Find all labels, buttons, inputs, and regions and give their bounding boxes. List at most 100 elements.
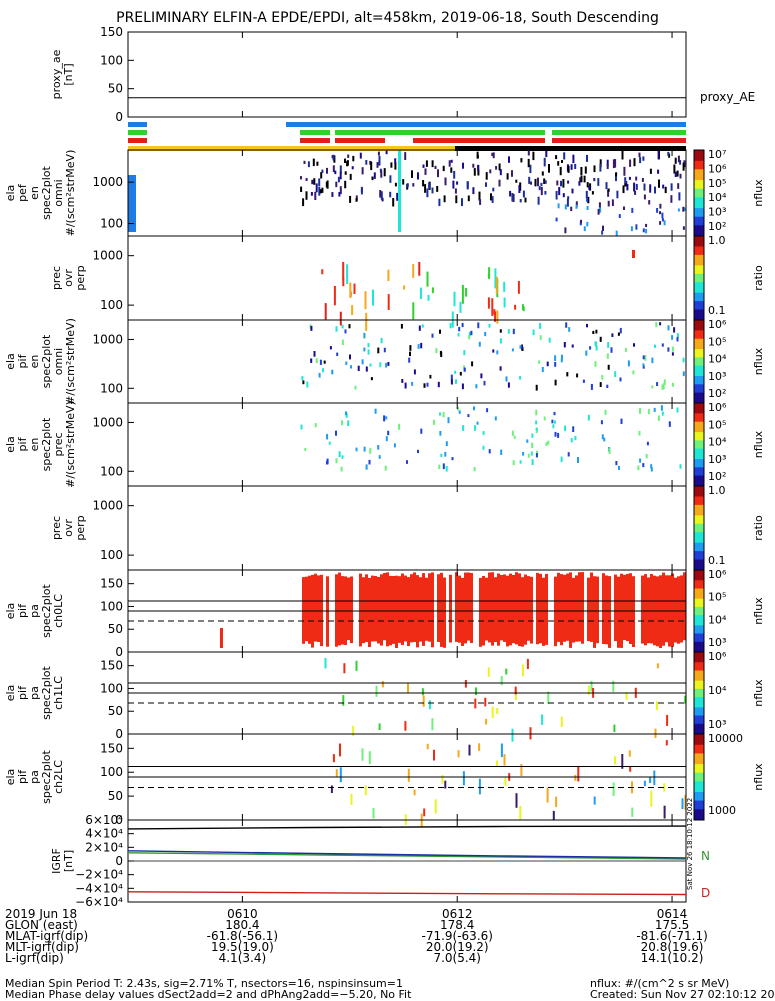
- spectrogram-pixel: [352, 155, 355, 162]
- pitch-angle-pixel: [539, 573, 542, 644]
- spectrogram-pixel: [530, 451, 533, 456]
- y-tick-label: 0: [115, 727, 123, 741]
- y-axis-label: ovr: [62, 269, 75, 287]
- colorbar-segment: [694, 517, 704, 521]
- spectrogram-pixel: [476, 421, 479, 425]
- colorbar-segment: [694, 762, 704, 765]
- colorbar-segment: [694, 658, 704, 661]
- spectrogram-pixel: [352, 725, 355, 736]
- spectrogram-pixel: [434, 165, 437, 169]
- pitch-angle-pixel: [314, 573, 317, 642]
- spectrogram-pixel: [342, 262, 345, 280]
- pitch-angle-pixel: [518, 573, 521, 647]
- spectrogram-pixel: [335, 769, 338, 777]
- electron-flux-band: [398, 150, 401, 232]
- y-tick-label: 2×10⁴: [85, 840, 123, 854]
- spectrogram-pixel: [404, 152, 407, 160]
- spectrogram-pixel: [638, 430, 641, 436]
- y-axis-label: [nT]: [62, 63, 75, 85]
- colorbar-segment: [694, 473, 704, 477]
- colorbar-segment: [694, 382, 704, 385]
- colorbar-segment: [694, 250, 704, 254]
- spectrogram-pixel: [450, 374, 453, 380]
- colorbar-segment: [694, 606, 704, 610]
- colorbar-segment: [694, 477, 704, 481]
- colorbar-segment: [694, 400, 704, 404]
- spectrogram-pixel: [591, 191, 594, 195]
- colorbar-segment: [694, 711, 704, 714]
- spectrogram-pixel: [448, 160, 451, 167]
- pitch-angle-pixel: [395, 575, 398, 648]
- spectrogram-pixel: [433, 419, 436, 425]
- spectrogram-pixel: [483, 380, 486, 386]
- spectrogram-pixel: [498, 163, 501, 171]
- colorbar-label: nflux: [752, 597, 765, 625]
- pitch-angle-pixel: [317, 575, 320, 642]
- spectrogram-pixel: [344, 180, 347, 189]
- spectrogram-pixel: [319, 189, 322, 194]
- spectrogram-pixel: [635, 176, 638, 181]
- spectrogram-pixel: [585, 190, 588, 199]
- colorbar-label: nflux: [752, 347, 765, 375]
- spectrogram-pixel: [659, 203, 662, 209]
- pitch-angle-pixel: [632, 576, 635, 647]
- spectrogram-pixel: [491, 196, 494, 203]
- spectrogram-pixel: [378, 723, 381, 730]
- spectrogram-pixel: [439, 412, 441, 416]
- spectrogram-pixel: [394, 158, 397, 164]
- spectrogram-pixel: [339, 767, 342, 783]
- status-bar: [128, 138, 147, 143]
- colorbar-segment: [694, 322, 704, 325]
- spectrogram-pixel: [554, 420, 556, 424]
- pitch-angle-pixel: [524, 574, 527, 645]
- spectrogram-pixel: [368, 459, 371, 465]
- spectrogram-pixel: [496, 350, 499, 355]
- spectrogram-pixel: [347, 420, 350, 427]
- colorbar-segment: [694, 184, 704, 187]
- spectrogram-pixel: [477, 169, 480, 176]
- spectrogram-pixel: [650, 464, 653, 469]
- spectrogram-pixel: [599, 207, 602, 213]
- spectrogram-pixel: [319, 359, 322, 365]
- spectrogram-pixel: [527, 158, 530, 168]
- colorbar-segment: [694, 807, 704, 810]
- y-axis-label: #/(scm²strMeV): [64, 401, 77, 488]
- colorbar-segment: [694, 229, 704, 233]
- colorbar-segment: [694, 674, 704, 677]
- pitch-angle-pixel: [566, 573, 569, 641]
- colorbar-segment: [694, 479, 704, 483]
- spectrogram-pixel: [494, 268, 497, 289]
- spectrogram-pixel: [355, 447, 358, 452]
- spectrogram-pixel: [527, 150, 530, 156]
- colorbar-segment: [694, 261, 704, 264]
- spectrogram-pixel: [318, 186, 321, 196]
- spectrogram-pixel: [539, 335, 542, 340]
- pitch-angle-pixel: [458, 575, 461, 643]
- spectrogram-pixel: [586, 221, 589, 227]
- colorbar-label: nflux: [752, 763, 765, 791]
- spectrogram-pixel: [454, 188, 457, 194]
- spectrogram-pixel: [597, 178, 600, 186]
- spectrogram-pixel: [615, 173, 617, 182]
- spectrogram-pixel: [316, 161, 319, 166]
- spectrogram-pixel: [496, 760, 498, 767]
- y-axis-label: IGRF: [50, 848, 63, 874]
- spectrogram-pixel: [302, 380, 305, 385]
- spectrogram-pixel: [628, 176, 631, 180]
- pitch-angle-pixel: [461, 578, 464, 646]
- pitch-angle-pixel: [614, 574, 617, 641]
- spectrogram-pixel: [337, 176, 340, 183]
- colorbar-segment: [694, 764, 704, 767]
- spectrogram-pixel: [531, 459, 534, 465]
- colorbar-segment: [694, 154, 704, 157]
- colorbar-segment: [694, 338, 704, 342]
- spectrogram-pixel: [682, 226, 685, 230]
- spectrogram-pixel: [557, 432, 560, 438]
- spectrogram-pixel: [586, 182, 589, 188]
- spectrogram-pixel: [623, 206, 625, 210]
- pitch-angle-pixel: [371, 575, 374, 642]
- spectrogram-pixel: [629, 766, 632, 772]
- y-axis-label: pa: [28, 686, 41, 700]
- spectrogram-pixel: [400, 323, 403, 329]
